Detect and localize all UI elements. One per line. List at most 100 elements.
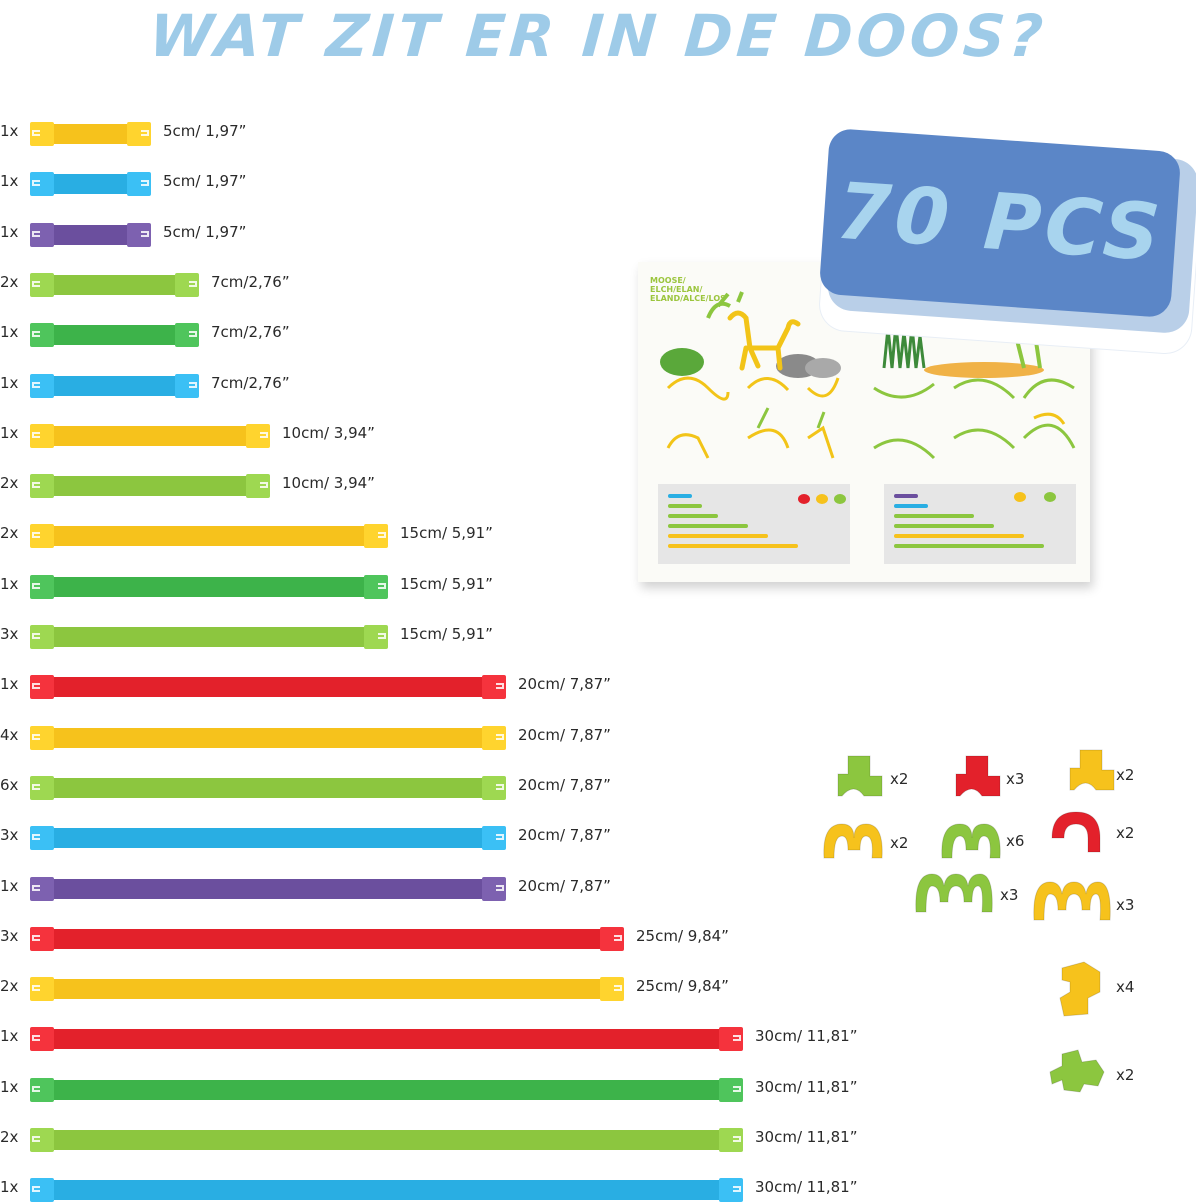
triple-clip-icon xyxy=(1030,876,1114,928)
rod-size-label: 7cm/2,76” xyxy=(211,373,290,392)
rod-purple-icon xyxy=(30,222,151,247)
rod-size-label: 7cm/2,76” xyxy=(211,323,290,342)
rod-size-label: 5cm/ 1,97” xyxy=(163,122,247,140)
rod-end-cap xyxy=(719,1128,743,1152)
rod-end-cap xyxy=(30,977,54,1002)
rod-end-cap xyxy=(600,926,624,951)
rod-size-label: 30cm/ 11,81” xyxy=(755,1027,858,1046)
rod-green-icon xyxy=(30,574,388,599)
rod-yellow-icon xyxy=(30,524,388,549)
rod-red-icon xyxy=(30,1027,743,1052)
rod-size-label: 20cm/ 7,87” xyxy=(518,826,611,845)
rod-end-cap xyxy=(30,474,54,499)
rod-end-cap xyxy=(364,524,388,549)
rod-end-cap xyxy=(364,625,388,649)
rod-end-cap xyxy=(719,1077,743,1102)
rod-lime-icon xyxy=(30,775,506,800)
rod-end-cap xyxy=(30,876,54,901)
rod-quantity: 3x xyxy=(0,926,19,945)
rod-size-label: 25cm/ 9,84” xyxy=(636,926,729,945)
rod-yellow-icon xyxy=(30,423,270,448)
double-clip-icon xyxy=(820,818,886,866)
rod-end-cap xyxy=(127,222,151,247)
booklet-title: MOOSE/ ELCH/ELAN/ ELAND/ALCE/LOS xyxy=(650,276,726,303)
single-clip-icon xyxy=(1048,808,1104,860)
rod-size-label: 20cm/ 7,87” xyxy=(518,675,611,694)
rod-end-cap xyxy=(30,423,54,448)
rod-quantity: 1x xyxy=(0,172,19,191)
rod-end-cap xyxy=(482,775,506,800)
rod-lime-icon xyxy=(30,625,388,649)
rod-quantity: 3x xyxy=(0,625,19,643)
rod-quantity: 2x xyxy=(0,977,19,996)
rod-quantity: 2x xyxy=(0,524,19,543)
rod-size-label: 30cm/ 11,81” xyxy=(755,1178,858,1197)
rod-end-cap xyxy=(30,524,54,549)
connector-quantity: x3 xyxy=(1116,896,1135,914)
rod-yellow-icon xyxy=(30,977,624,1002)
rod-blue-icon xyxy=(30,1178,743,1202)
rod-lime-icon xyxy=(30,1128,743,1152)
rod-quantity: 2x xyxy=(0,474,19,493)
rod-size-label: 15cm/ 5,91” xyxy=(400,524,493,543)
rod-yellow-icon xyxy=(30,122,151,146)
rod-size-label: 15cm/ 5,91” xyxy=(400,574,493,593)
double-clip-icon xyxy=(938,818,1004,866)
rod-quantity: 1x xyxy=(0,1027,19,1046)
rod-end-cap xyxy=(482,725,506,750)
connector-quantity: x2 xyxy=(890,834,909,852)
tee-connector-icon xyxy=(1054,958,1106,1024)
rod-red-icon xyxy=(30,926,624,951)
rod-purple-icon xyxy=(30,876,506,901)
triple-clip-icon xyxy=(912,868,996,920)
rod-size-label: 15cm/ 5,91” xyxy=(400,625,493,643)
connector-quantity: x3 xyxy=(1006,770,1025,788)
rod-quantity: 1x xyxy=(0,675,19,694)
rod-end-cap xyxy=(482,826,506,851)
rod-end-cap xyxy=(30,122,54,146)
booklet-steps-right xyxy=(873,378,1076,460)
rod-end-cap xyxy=(30,675,54,700)
rod-end-cap xyxy=(30,172,54,197)
elbow-connector-icon xyxy=(952,752,1004,808)
rod-size-label: 7cm/2,76” xyxy=(211,272,290,291)
rod-quantity: 2x xyxy=(0,272,19,291)
rod-end-cap xyxy=(246,423,270,448)
rod-quantity: 1x xyxy=(0,423,19,442)
elbow-connector-icon xyxy=(1066,746,1118,802)
elbow-connector-icon xyxy=(834,752,886,808)
rod-quantity: 1x xyxy=(0,1178,19,1197)
booklet-parts-list xyxy=(658,484,850,564)
rod-end-cap xyxy=(719,1027,743,1052)
rod-quantity: 1x xyxy=(0,222,19,241)
rod-end-cap xyxy=(30,272,54,297)
rod-size-label: 10cm/ 3,94” xyxy=(282,423,375,442)
rod-end-cap xyxy=(30,222,54,247)
rod-size-label: 5cm/ 1,97” xyxy=(163,222,247,241)
rod-size-label: 30cm/ 11,81” xyxy=(755,1077,858,1096)
rod-end-cap xyxy=(30,775,54,800)
cross-connector-icon xyxy=(1046,1046,1108,1098)
rod-end-cap xyxy=(600,977,624,1002)
rod-red-icon xyxy=(30,675,506,700)
rod-end-cap xyxy=(30,725,54,750)
rod-size-label: 30cm/ 11,81” xyxy=(755,1128,858,1146)
rod-end-cap xyxy=(30,323,54,348)
rod-end-cap xyxy=(175,272,199,297)
rod-end-cap xyxy=(127,122,151,146)
rod-end-cap xyxy=(175,323,199,348)
rod-size-label: 10cm/ 3,94” xyxy=(282,474,375,493)
rod-end-cap xyxy=(30,625,54,649)
rod-green-icon xyxy=(30,323,199,348)
rod-size-label: 25cm/ 9,84” xyxy=(636,977,729,996)
rod-end-cap xyxy=(30,1077,54,1102)
rod-end-cap xyxy=(30,926,54,951)
connector-quantity: x2 xyxy=(1116,766,1135,784)
connector-quantity: x2 xyxy=(890,770,909,788)
rod-blue-icon xyxy=(30,172,151,197)
rod-end-cap xyxy=(482,876,506,901)
rod-end-cap xyxy=(30,1128,54,1152)
booklet-parts-list xyxy=(884,484,1076,564)
connector-quantity: x2 xyxy=(1116,824,1135,842)
rod-lime-icon xyxy=(30,474,270,499)
